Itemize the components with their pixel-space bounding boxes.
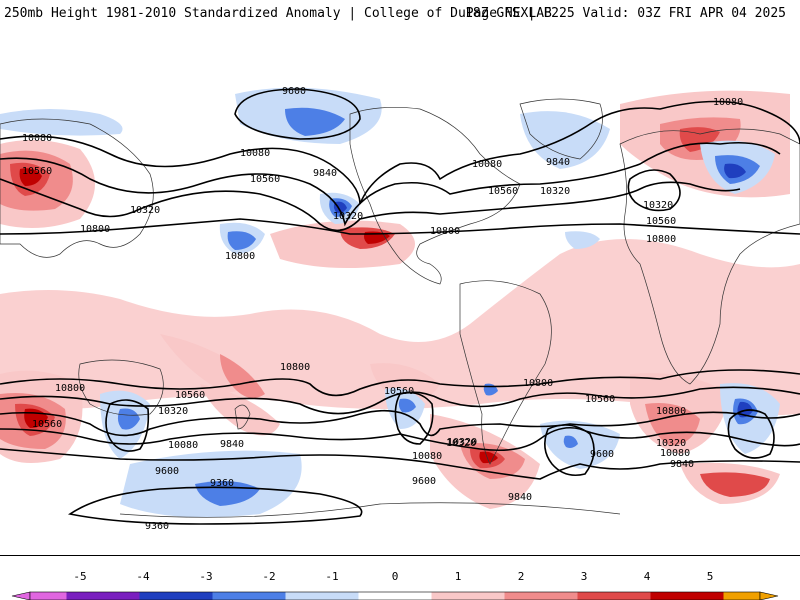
contour-label: 9360 — [210, 478, 234, 489]
contour-label: 10800 — [523, 378, 553, 389]
contour-label: 10320 — [158, 406, 188, 417]
contour-label: 10800 — [430, 226, 460, 237]
colorbar-swatch — [139, 592, 177, 600]
colorbar-swatch — [249, 592, 286, 600]
colorbar-tick-label: 4 — [643, 570, 651, 583]
colorbar-swatch — [504, 592, 542, 600]
colorbar-tick-label: 3 — [580, 570, 588, 583]
colorbar-swatches — [11, 591, 779, 600]
contour-label: 10560 — [250, 174, 280, 185]
contour-label: 9840 — [546, 157, 570, 168]
contour-label: 9840 — [508, 492, 532, 503]
contour-label: 10080 — [713, 97, 743, 108]
colorbar-swatch — [176, 592, 213, 600]
contour-label: 10080 — [22, 133, 52, 144]
colorbar-swatch — [723, 592, 761, 600]
map-canvas: 9600 10080 10560 10080 9840 10560 10320 … — [0, 86, 800, 532]
contour-label: 9600 — [412, 476, 436, 487]
contour-label: 10560 — [646, 216, 676, 227]
colorbar-arrow-low — [11, 591, 31, 600]
contour-label: 9360 — [145, 521, 169, 532]
colorbar-swatch — [687, 592, 724, 600]
contour-label: 10800 — [55, 383, 85, 394]
contour-label: 10800 — [80, 224, 110, 235]
contour-label: 10800 — [656, 406, 686, 417]
contour-label: 10800 — [225, 251, 255, 262]
contour-label: 10080 — [412, 451, 442, 462]
contour-label: 10320 — [333, 211, 363, 222]
colorbar-scale — [11, 591, 779, 600]
colorbar-tick-label: 5 — [706, 570, 714, 583]
map-title: 250mb Height 1981-2010 Standardized Anom… — [4, 6, 552, 21]
contour-label: 10800 — [646, 234, 676, 245]
colorbar-swatch — [30, 592, 67, 600]
contour-label: 10080 — [240, 148, 270, 159]
contour-label: 9840 — [670, 459, 694, 470]
contour-label: 10080 — [168, 440, 198, 451]
colorbar-swatch — [614, 592, 651, 600]
colorbar-swatch — [212, 592, 250, 600]
height-contours — [0, 88, 800, 525]
contour-label: 10560 — [175, 390, 205, 401]
contour-label: 10560 — [32, 419, 62, 430]
colorbar-tick-label: 0 — [391, 570, 399, 583]
colorbar-swatch — [358, 592, 396, 600]
colorbar-tick-label: -5 — [73, 570, 87, 583]
colorbar-swatch — [577, 592, 615, 600]
contour-label: 9600 — [282, 86, 306, 97]
colorbar-swatch — [650, 592, 688, 600]
contour-label: 10560 — [488, 186, 518, 197]
colorbar-tick-label: -3 — [199, 570, 213, 583]
contour-labels: 9600 10080 10560 10080 9840 10560 10320 … — [22, 86, 743, 532]
map-bottom-border — [0, 555, 800, 556]
contour-label: 9600 — [590, 449, 614, 460]
contour-label: 10320 — [130, 205, 160, 216]
contour-label: 10320 — [540, 186, 570, 197]
contour-label: 10320 — [446, 438, 476, 449]
contour-label: 10560 — [22, 166, 52, 177]
contour-label: 10320 — [643, 200, 673, 211]
colorbar-swatch — [395, 592, 432, 600]
colorbar-tick-label: 2 — [517, 570, 525, 583]
contour-label: 9600 — [155, 466, 179, 477]
colorbar-swatch — [103, 592, 140, 600]
coastlines — [0, 98, 800, 518]
map-header: 250mb Height 1981-2010 Standardized Anom… — [0, 0, 800, 36]
contour-label: 10320 — [656, 438, 686, 449]
colorbar-tick-label: -1 — [325, 570, 339, 583]
colorbar-tick-label: -2 — [262, 570, 276, 583]
colorbar-arrow-high — [759, 591, 779, 600]
contour-label: 10080 — [660, 448, 690, 459]
colorbar-swatch — [285, 592, 323, 600]
colorbar-swatch — [322, 592, 359, 600]
colorbar-swatch — [468, 592, 505, 600]
colorbar-legend: -5 -4 -3 -2 -1 0 1 2 3 4 5 — [0, 570, 800, 600]
contour-label: 10560 — [585, 394, 615, 405]
colorbar-tick-label: 1 — [454, 570, 462, 583]
model-run-info: 18Z GFS | F225 Valid: 03Z FRI APR 04 202… — [465, 6, 786, 21]
contour-label: 10560 — [384, 386, 414, 397]
contour-label: 10800 — [280, 362, 310, 373]
contour-label: 10080 — [472, 159, 502, 170]
contour-label: 9840 — [313, 168, 337, 179]
contour-label: 9840 — [220, 439, 244, 450]
contour-label: 10320 — [447, 437, 477, 448]
colorbar-swatch — [66, 592, 104, 600]
colorbar-swatch — [541, 592, 578, 600]
anomaly-map: 9600 10080 10560 10080 9840 10560 10320 … — [0, 84, 800, 556]
colorbar-swatch — [431, 592, 469, 600]
colorbar-tick-label: -4 — [136, 570, 150, 583]
